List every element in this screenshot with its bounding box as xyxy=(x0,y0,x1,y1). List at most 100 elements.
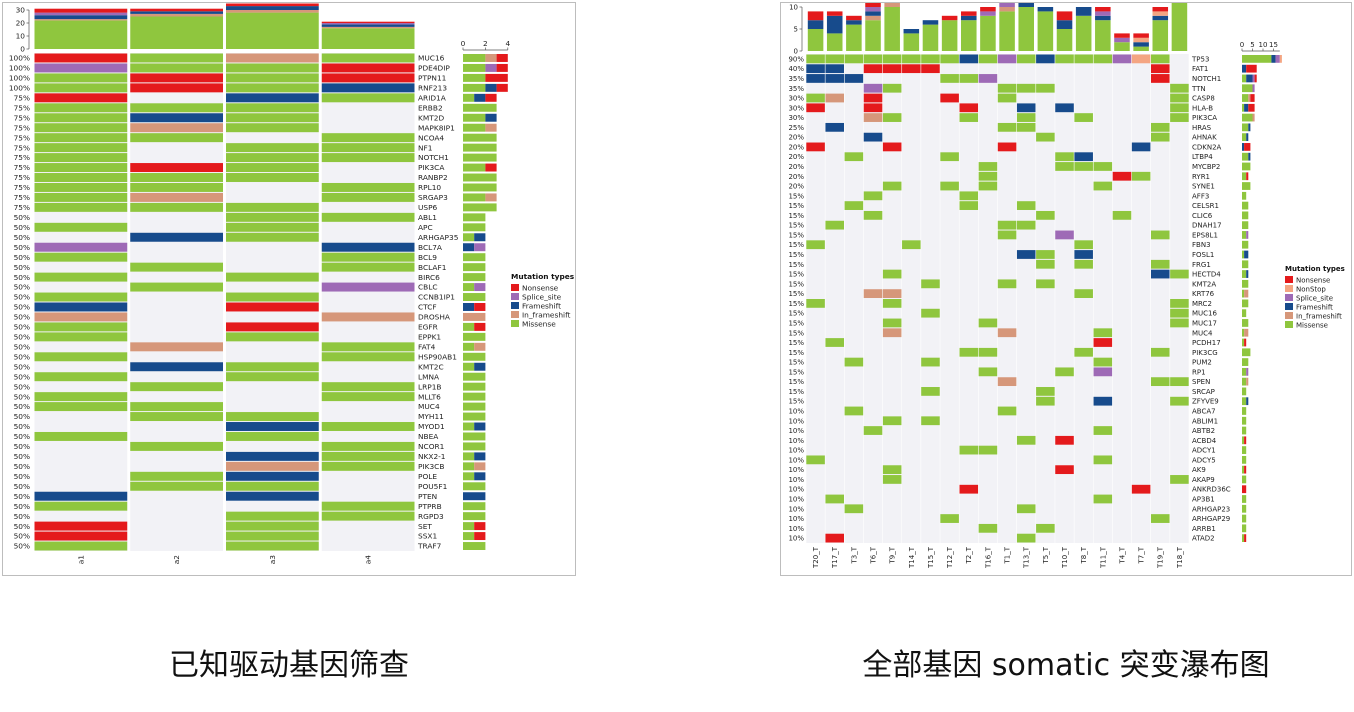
gene-name-label: CBLC xyxy=(418,283,438,292)
gene-name-label: CASP8 xyxy=(1192,95,1215,103)
gene-count-bar-segment xyxy=(463,233,475,242)
mutation-cell xyxy=(882,181,902,191)
mutation-cell xyxy=(806,455,825,465)
gene-name-label: AKAP9 xyxy=(1192,476,1215,484)
gene-count-bar-segment xyxy=(463,422,475,431)
gene-percent-label: 50% xyxy=(14,502,30,511)
gene-count-bar-segment xyxy=(463,103,497,112)
gene-percent-label: 50% xyxy=(14,472,30,481)
mutation-cell xyxy=(1016,504,1036,514)
sample-count-bar-segment xyxy=(321,21,415,23)
gene-count-bar-segment xyxy=(463,522,475,531)
gene-name-label: NCOA4 xyxy=(418,133,444,142)
gene-count-bar-segment xyxy=(474,472,486,481)
mutation-cell xyxy=(997,328,1017,338)
gene-percent-label: 50% xyxy=(14,362,30,371)
mutation-cell xyxy=(321,422,415,431)
gene-count-bar-segment xyxy=(485,123,497,132)
gene-percent-label: 75% xyxy=(14,193,30,202)
sample-label: T20_T xyxy=(812,546,820,569)
mutation-cell xyxy=(226,153,319,163)
mutation-cell xyxy=(921,54,940,64)
mutation-cell xyxy=(34,143,128,153)
gene-name-label: EPPK1 xyxy=(418,333,441,342)
gene-name-label: CLIC6 xyxy=(1192,212,1213,220)
mutation-cell xyxy=(321,73,415,83)
mutation-cell xyxy=(1036,387,1055,396)
mutation-cell xyxy=(882,465,902,475)
top-axis-tick-label: 10 xyxy=(789,4,798,12)
mutation-cell xyxy=(997,406,1017,416)
sample-count-bar-segment xyxy=(922,20,939,25)
gene-percent-label: 75% xyxy=(14,133,30,142)
gene-name-label: NKX2-1 xyxy=(418,452,446,461)
mutation-cell xyxy=(226,202,319,212)
mutation-cell xyxy=(1016,250,1036,259)
mutation-cell xyxy=(978,318,998,328)
legend-label: Frameshift xyxy=(522,301,561,310)
gene-count-bar-segment xyxy=(463,173,497,182)
gene-percent-label: 10% xyxy=(788,407,804,415)
mutation-cell xyxy=(130,63,223,73)
sample-count-bar-segment xyxy=(865,15,881,21)
gene-name-label: DROSHA xyxy=(418,313,450,322)
mutation-cell xyxy=(1112,54,1132,64)
mutation-cell xyxy=(863,191,883,201)
mutation-cell xyxy=(226,113,319,123)
gene-percent-label: 15% xyxy=(788,222,804,230)
gene-name-label: PTPRB xyxy=(418,502,442,511)
mutation-cell xyxy=(34,83,128,93)
gene-count-bar-segment xyxy=(463,303,475,311)
gene-count-bar-segment xyxy=(1252,84,1255,93)
top-axis-tick-label: 10 xyxy=(16,32,26,41)
mutation-cell xyxy=(863,426,883,435)
mutation-cell xyxy=(226,372,319,382)
mutation-cell xyxy=(34,202,128,212)
mutation-cell xyxy=(1055,367,1074,377)
sample-count-bar-segment xyxy=(1056,20,1073,29)
gene-percent-label: 15% xyxy=(788,359,804,367)
sample-count-bar-segment xyxy=(1018,7,1034,51)
gene-percent-label: 20% xyxy=(788,153,804,161)
gene-count-bar-segment xyxy=(1244,328,1249,337)
mutation-cell xyxy=(1074,347,1093,357)
mutation-cell xyxy=(226,143,319,153)
top-axis-tick-label: 5 xyxy=(794,26,798,34)
gene-count-bar-segment xyxy=(1242,309,1247,318)
mutation-cell xyxy=(226,232,319,242)
mutation-cell xyxy=(321,212,415,222)
gene-percent-label: 35% xyxy=(788,85,804,93)
sample-label: T11_T xyxy=(1099,546,1107,569)
sample-count-bar-segment xyxy=(865,20,881,51)
gene-percent-label: 30% xyxy=(788,104,804,112)
mutation-cell xyxy=(34,63,128,73)
gene-count-bar-segment xyxy=(1246,231,1249,239)
gene-percent-label: 50% xyxy=(14,482,30,491)
mutation-cell xyxy=(34,392,128,402)
mutation-cell xyxy=(226,272,319,282)
gene-percent-label: 10% xyxy=(788,486,804,494)
sample-label: T18_T xyxy=(1176,546,1184,569)
sample-count-bar-segment xyxy=(1095,7,1111,12)
gene-percent-label: 15% xyxy=(788,212,804,220)
mutation-cell xyxy=(1074,54,1093,64)
gene-percent-label: 20% xyxy=(788,183,804,191)
gene-name-label: MYOD1 xyxy=(418,422,445,431)
gene-name-label: ATAD2 xyxy=(1192,535,1215,543)
side-axis-tick-label: 2 xyxy=(483,39,488,48)
mutation-cell xyxy=(226,461,319,471)
mutation-cell xyxy=(1151,132,1170,142)
mutation-cell xyxy=(34,153,128,163)
mutation-cell xyxy=(959,347,979,357)
mutation-cell xyxy=(1170,377,1189,387)
sample-column-bg xyxy=(1112,54,1132,543)
gene-count-bar-segment xyxy=(463,113,486,122)
gene-name-label: ZFYVE9 xyxy=(1192,398,1219,406)
mutation-cell xyxy=(1151,514,1170,523)
gene-name-label: ABCA7 xyxy=(1192,407,1216,415)
gene-percent-label: 35% xyxy=(788,75,804,83)
mutation-cell xyxy=(130,83,223,93)
gene-count-bar-segment xyxy=(1246,367,1249,376)
sample-column-bg xyxy=(997,54,1017,543)
mutation-cell xyxy=(1170,103,1189,113)
